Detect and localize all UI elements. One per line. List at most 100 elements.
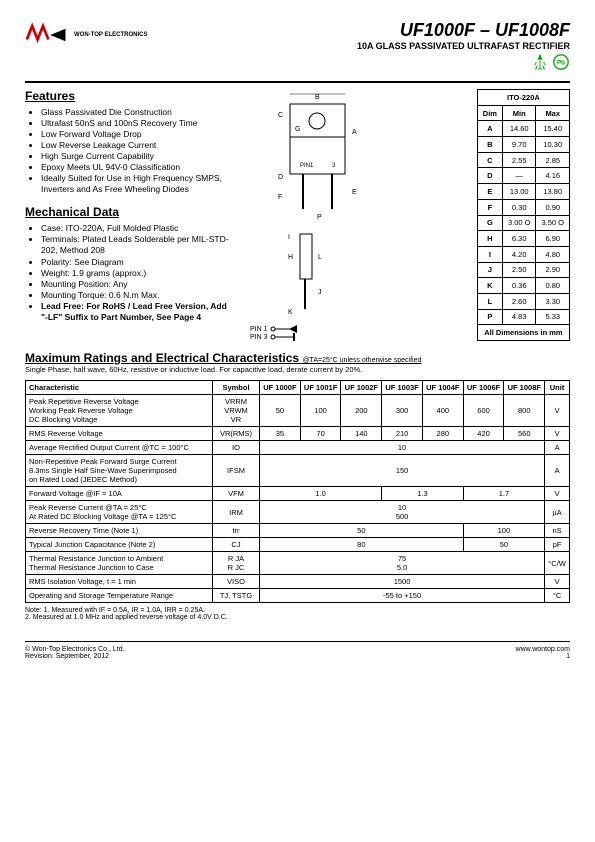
svg-text:A: A	[352, 129, 357, 136]
feature-item: Ideally Suited for Use in High Frequency…	[41, 173, 235, 195]
elec-header: UF 1002F	[341, 381, 382, 395]
dim-table-footer: All Dimensions in mm	[477, 325, 569, 341]
footer-url: www.wontop.com	[516, 646, 570, 653]
features-heading: Features	[25, 89, 235, 103]
dim-cell: 13.00	[502, 184, 536, 200]
svg-text:Pb: Pb	[557, 60, 565, 67]
elec-header: UF 1006F	[463, 381, 504, 395]
elec-header: Unit	[545, 381, 570, 395]
dim-cell: A	[477, 121, 502, 137]
dim-cell: 6.90	[536, 231, 570, 247]
leadfree-note: Lead Free: For RoHS / Lead Free Version,…	[41, 301, 235, 323]
dim-cell: B	[477, 137, 502, 153]
dim-cell: —	[502, 168, 536, 184]
dim-cell: J	[477, 262, 502, 278]
dim-cell: 0.36	[502, 278, 536, 294]
elec-unit: nS	[545, 524, 570, 538]
feature-item: High Surge Current Capability	[41, 151, 235, 162]
elec-val: 600	[463, 395, 504, 427]
elec-char: RMS Reverse Voltage	[26, 427, 213, 441]
elec-header: UF 1008F	[504, 381, 545, 395]
note-1: Note: 1. Measured with IF = 0.5A, IR = 1…	[25, 607, 570, 614]
elec-char: Non-Repetitive Peak Forward Surge Curren…	[26, 455, 213, 487]
elec-symbol: IFSM	[213, 455, 260, 487]
elec-val: 200	[341, 395, 382, 427]
svg-text:J: J	[318, 289, 322, 296]
feature-item: Glass Passivated Die Construction	[41, 107, 235, 118]
elec-unit: pF	[545, 538, 570, 552]
dim-cell: 3.00 O	[502, 215, 536, 231]
dim-cell: 4.20	[502, 246, 536, 262]
elec-val: 400	[422, 395, 463, 427]
svg-text:RoHS: RoHS	[536, 67, 546, 71]
mech-item: Weight: 1.9 grams (approx.)	[41, 268, 235, 279]
elec-symbol: CJ	[213, 538, 260, 552]
dim-cell: 2.60	[502, 293, 536, 309]
elec-val: 1.3	[382, 487, 463, 501]
elec-val: 280	[422, 427, 463, 441]
dim-cell: C	[477, 152, 502, 168]
elec-val: -55 to +150	[260, 589, 545, 603]
elec-symbol: VFM	[213, 487, 260, 501]
dim-cell: E	[477, 184, 502, 200]
dim-cell: 13.80	[536, 184, 570, 200]
svg-text:P: P	[317, 214, 322, 221]
svg-text:L: L	[318, 254, 322, 261]
feature-item: Epoxy Meets UL 94V-0 Classification	[41, 162, 235, 173]
svg-text:G: G	[295, 126, 300, 133]
elec-symbol: trr	[213, 524, 260, 538]
svg-text:I: I	[288, 234, 290, 241]
svg-text:3: 3	[332, 163, 336, 169]
elec-val: 10	[260, 441, 545, 455]
elec-char: Peak Reverse Current @TA = 25°CAt Rated …	[26, 501, 213, 524]
dim-cell: 15.40	[536, 121, 570, 137]
dim-cell: 9.70	[502, 137, 536, 153]
feature-item: Low Forward Voltage Drop	[41, 129, 235, 140]
dim-cell: 10.30	[536, 137, 570, 153]
dim-cell: 3.30	[536, 293, 570, 309]
elec-unit: V	[545, 395, 570, 427]
elec-val: 50	[260, 395, 301, 427]
feature-item: Ultrafast 50nS and 100nS Recovery Time	[41, 118, 235, 129]
ratings-condition: @TA=25°C unless otherwise specified	[302, 357, 421, 364]
elec-val: 10500	[260, 501, 545, 524]
pin3-label: PIN 3	[250, 334, 268, 341]
elec-symbol: IO	[213, 441, 260, 455]
elec-header: Symbol	[213, 381, 260, 395]
product-subtitle: 10A GLASS PASSIVATED ULTRAFAST RECTIFIER	[357, 41, 570, 51]
elec-val: 1.0	[260, 487, 382, 501]
elec-unit: °C	[545, 589, 570, 603]
elec-val: 1.7	[463, 487, 544, 501]
dim-cell: 0.90	[536, 199, 570, 215]
elec-header: UF 1003F	[382, 381, 423, 395]
svg-text:H: H	[288, 254, 293, 261]
elec-val: 100	[463, 524, 544, 538]
svg-text:C: C	[278, 112, 283, 119]
dim-cell: 5.33	[536, 309, 570, 325]
elec-char: Peak Repetitive Reverse VoltageWorking P…	[26, 395, 213, 427]
mech-item: Terminals: Plated Leads Solderable per M…	[41, 234, 235, 256]
elec-val: 70	[300, 427, 341, 441]
dim-cell: 6.30	[502, 231, 536, 247]
elec-symbol: VRRMVRWMVR	[213, 395, 260, 427]
dim-cell: 4.80	[536, 246, 570, 262]
dim-cell: 3.50 O	[536, 215, 570, 231]
elec-symbol: R JAR JC	[213, 552, 260, 575]
note-2: 2. Measured at 1.0 MHz and applied rever…	[25, 614, 570, 621]
dim-cell: 2.50	[502, 262, 536, 278]
compliance-badges: RoHS Pb	[357, 53, 570, 73]
elec-char: Average Rectified Output Current @TC = 1…	[26, 441, 213, 455]
features-list: Glass Passivated Die Construction Ultraf…	[25, 107, 235, 195]
elec-val: 100	[300, 395, 341, 427]
dim-cell: I	[477, 246, 502, 262]
elec-val: 210	[382, 427, 423, 441]
dim-cell: K	[477, 278, 502, 294]
elec-val: 140	[341, 427, 382, 441]
elec-unit: °C/W	[545, 552, 570, 575]
elec-symbol: VISO	[213, 575, 260, 589]
dim-cell: H	[477, 231, 502, 247]
dim-cell: 4.83	[502, 309, 536, 325]
elec-val: 50	[260, 524, 464, 538]
mechanical-heading: Mechanical Data	[25, 205, 235, 219]
dim-cell: 2.55	[502, 152, 536, 168]
